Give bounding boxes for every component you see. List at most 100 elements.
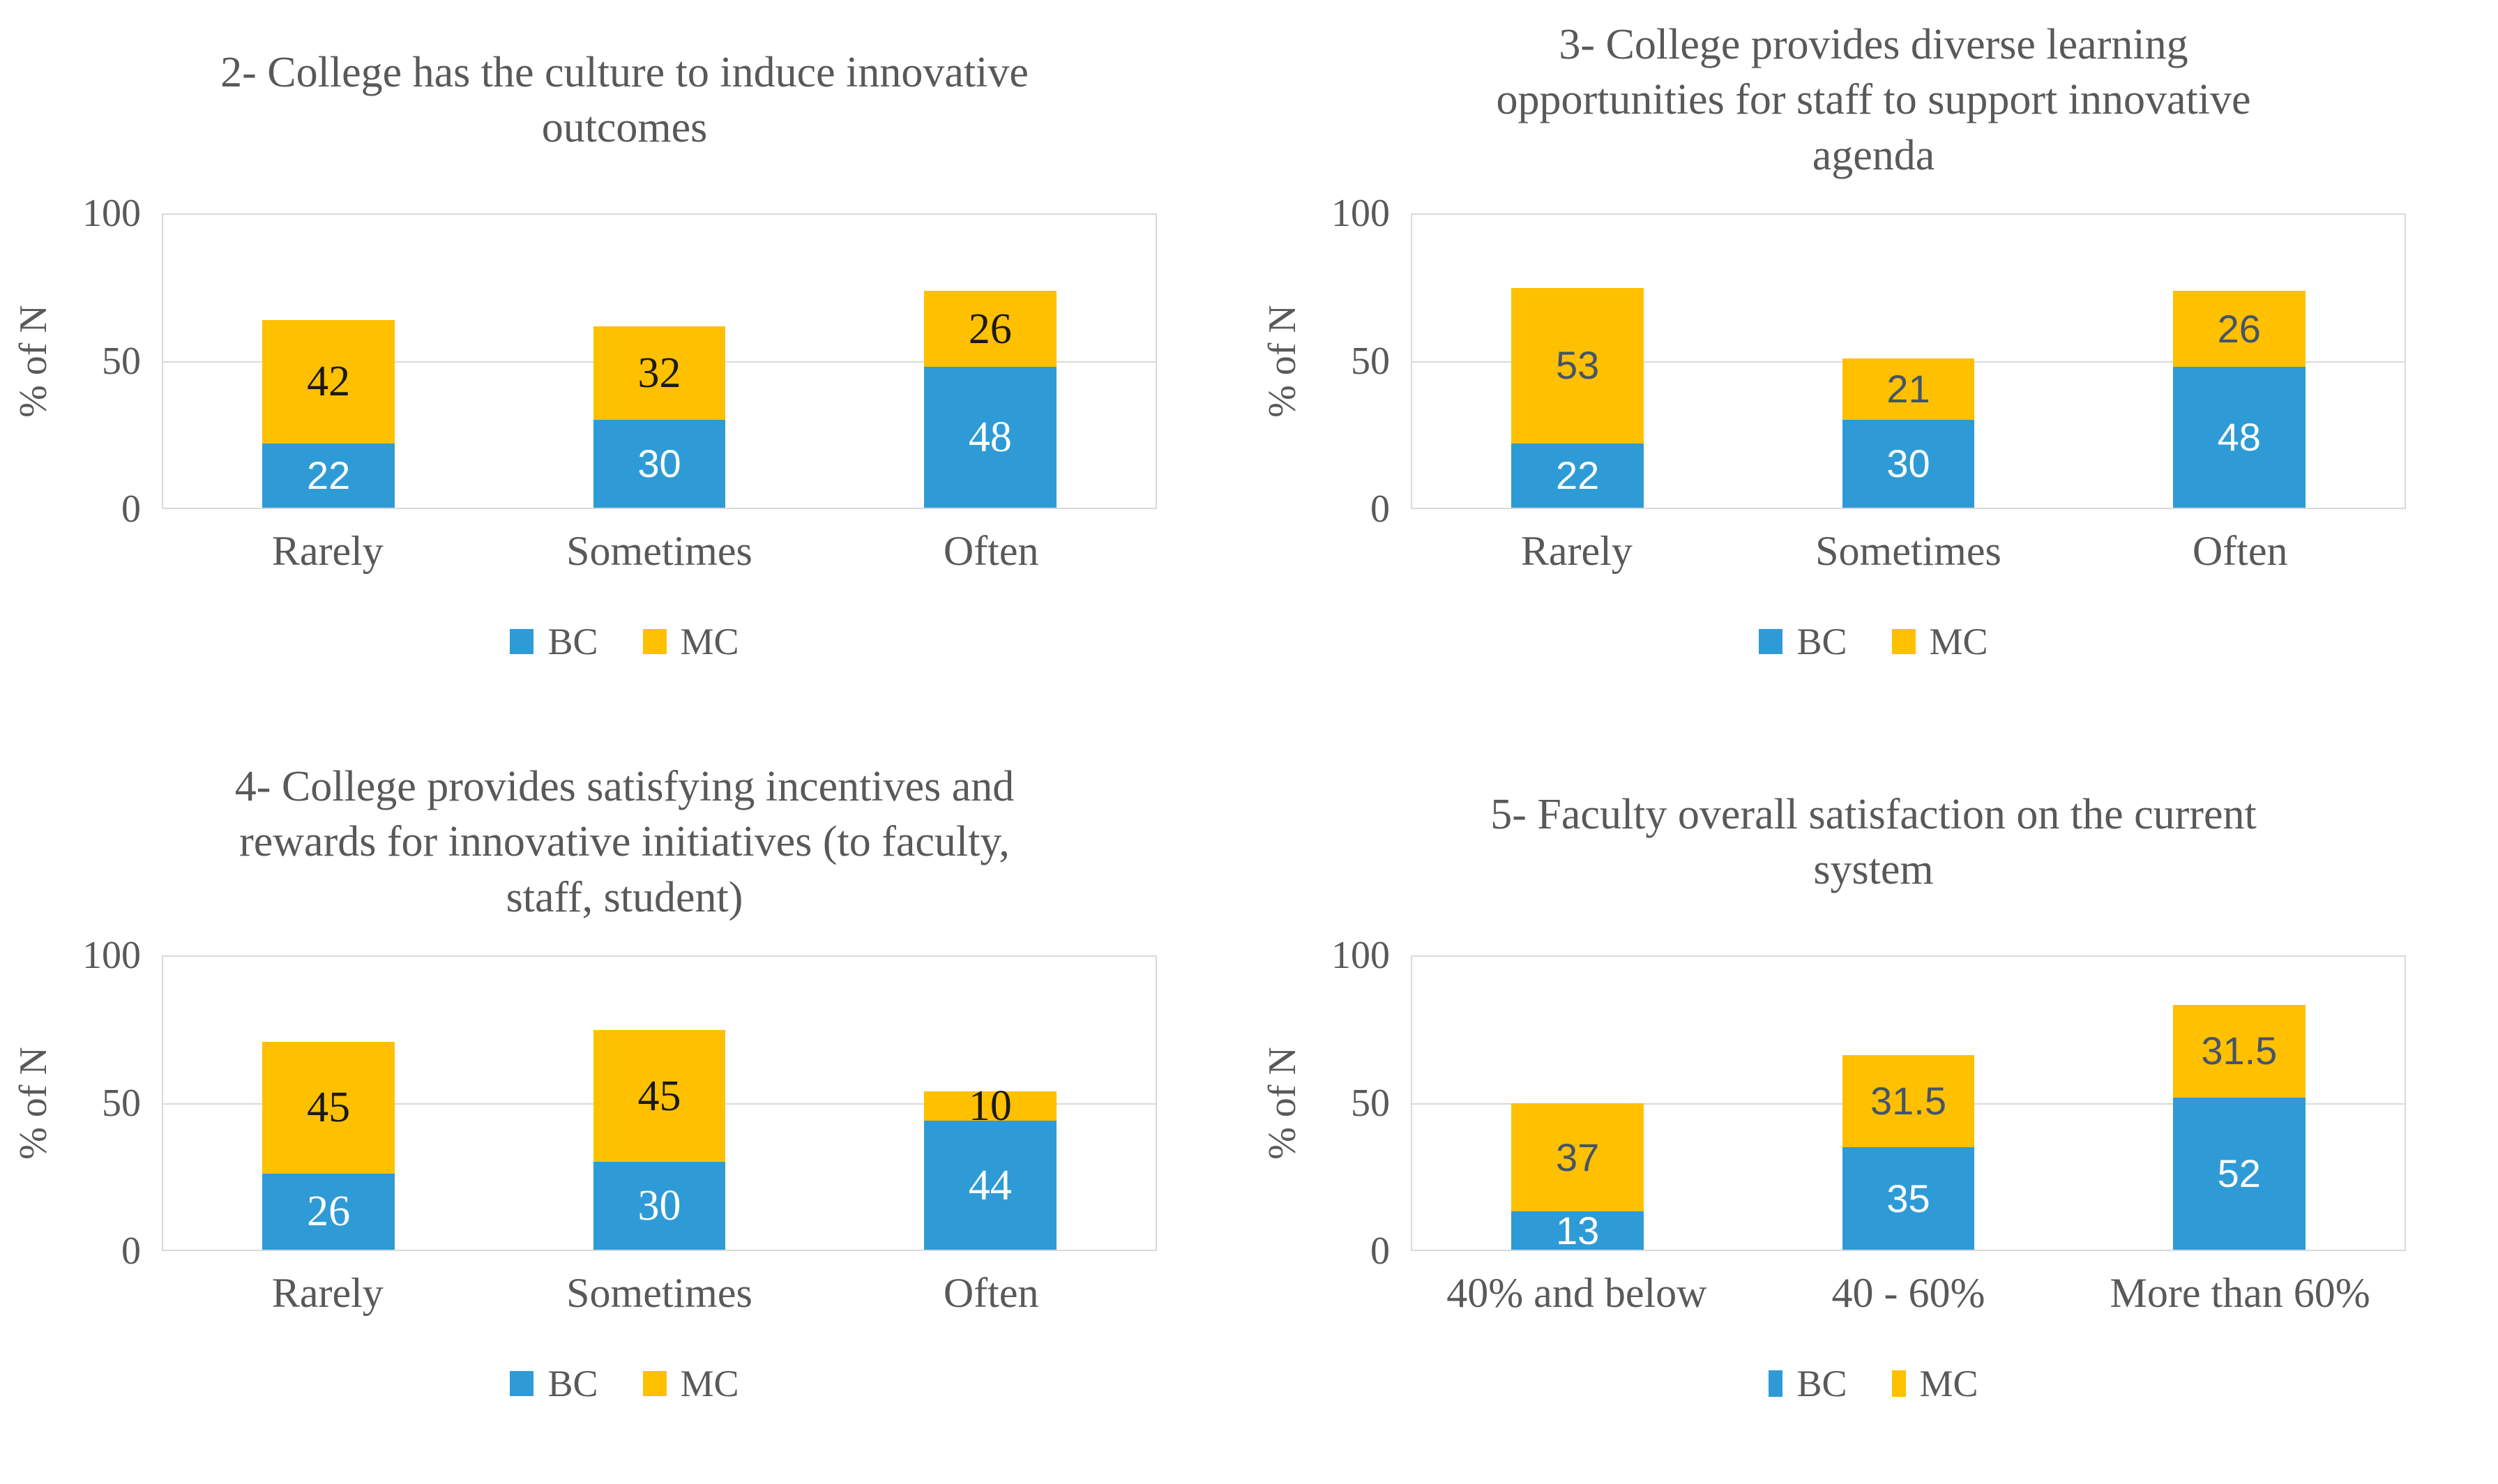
chart-body: % of N 100 50 0 22 53 xyxy=(1249,194,2498,529)
chart-panel-4: 4- College provides satisfying incentive… xyxy=(0,742,1249,1484)
category-label: 40% and below xyxy=(1446,1270,1707,1316)
bar-segment-bc: 52 xyxy=(2172,1097,2306,1250)
bar-segment-mc: 10 xyxy=(923,1084,1057,1128)
y-tick-label: 0 xyxy=(121,487,141,531)
legend-swatch-bc xyxy=(1769,1370,1783,1397)
legend-item-bc: BC xyxy=(1769,1362,1847,1405)
segment-value-label: 45 xyxy=(307,1084,351,1132)
chart-panel-5: 5- Faculty overall satisfaction on the c… xyxy=(1249,742,2498,1484)
bar-segment-bc: 30 xyxy=(593,1162,726,1250)
legend-label-mc: MC xyxy=(680,1363,739,1404)
legend-swatch-mc xyxy=(642,629,667,654)
bar-segment-bc: 22 xyxy=(1511,443,1644,508)
segment-value-label: 30 xyxy=(637,441,681,485)
legend-swatch-mc xyxy=(642,1371,667,1396)
legend-item-mc: MC xyxy=(1891,1362,1978,1405)
segment-value-label: 45 xyxy=(637,1072,681,1120)
y-axis-ticks: 100 50 0 xyxy=(67,194,162,529)
chart-title: 3- College provides diverse learning opp… xyxy=(1496,20,2251,179)
category-label: Often xyxy=(943,528,1039,574)
segment-value-label: 48 xyxy=(968,414,1012,462)
chart-panel-3: 3- College provides diverse learning opp… xyxy=(1249,0,2498,742)
bar-segment-mc: 42 xyxy=(262,320,395,444)
segment-value-label: 10 xyxy=(968,1082,1012,1130)
segment-value-label: 26 xyxy=(307,1188,351,1236)
bar-group-often: 48 26 xyxy=(923,215,1057,508)
y-axis-label-col: % of N xyxy=(1249,213,1316,509)
segment-value-label: 32 xyxy=(637,349,681,397)
bar-group-more-60: 52 31.5 xyxy=(2172,957,2306,1250)
category-label: More than 60% xyxy=(2110,1270,2370,1316)
category-band: 35 31.5 xyxy=(1743,957,2073,1250)
plot-area: 22 42 30 32 xyxy=(162,213,1157,509)
legend-label-mc: MC xyxy=(1929,621,1988,662)
bar-segment-mc: 45 xyxy=(593,1030,726,1162)
chart-title: 4- College provides satisfying incentive… xyxy=(234,762,1015,921)
chart-panel-2: 2- College has the culture to induce inn… xyxy=(0,0,1249,742)
category-band: 30 32 xyxy=(494,215,824,508)
legend-label-bc: BC xyxy=(547,1363,598,1404)
legend-label-mc: MC xyxy=(680,621,739,662)
y-axis-ticks: 100 50 0 xyxy=(67,936,162,1271)
bar-segment-bc: 26 xyxy=(262,1173,395,1250)
legend-label-bc: BC xyxy=(547,621,598,662)
legend-item-bc: BC xyxy=(510,620,598,663)
y-tick-label: 50 xyxy=(1351,1082,1390,1125)
category-band: 52 31.5 xyxy=(2074,957,2405,1250)
y-axis-label: % of N xyxy=(1261,305,1304,418)
category-label: Rarely xyxy=(271,1270,384,1316)
chart-body: % of N 100 50 0 26 45 xyxy=(0,936,1249,1271)
category-label: Often xyxy=(2192,528,2288,574)
plot-area: 26 45 30 45 xyxy=(162,955,1157,1251)
segment-value-label: 44 xyxy=(968,1161,1012,1209)
legend-item-bc: BC xyxy=(510,1362,598,1405)
category-label: Often xyxy=(943,1270,1039,1316)
category-band: 30 45 xyxy=(494,957,824,1250)
segment-value-label: 52 xyxy=(2217,1151,2261,1195)
legend-swatch-mc xyxy=(1891,629,1916,654)
chart-title-zone: 4- College provides satisfying incentive… xyxy=(0,755,1249,930)
category-band: 22 53 xyxy=(1412,215,1743,508)
chart-body: % of N 100 50 0 13 37 xyxy=(1249,936,2498,1271)
bar-group-rarely: 26 45 xyxy=(262,957,395,1250)
segment-value-label: 30 xyxy=(1886,441,1930,485)
y-axis-ticks: 100 50 0 xyxy=(1316,936,1411,1271)
bar-segment-bc: 30 xyxy=(1842,420,1975,508)
segment-value-label: 31.5 xyxy=(2201,1029,2278,1073)
segment-value-label: 30 xyxy=(637,1182,681,1229)
bar-segment-mc: 53 xyxy=(1511,288,1644,444)
bar-segment-bc: 35 xyxy=(1842,1147,1975,1250)
bar-segment-mc: 26 xyxy=(923,291,1057,368)
bar-group-sometimes: 30 21 xyxy=(1842,215,1975,508)
category-band: 48 26 xyxy=(825,215,1156,508)
y-axis-label: % of N xyxy=(1261,1047,1304,1160)
bar-segment-mc: 26 xyxy=(2172,291,2306,368)
category-axis: 40% and below 40 - 60% More than 60% xyxy=(1411,1269,2406,1317)
segment-value-label: 13 xyxy=(1556,1208,1600,1252)
legend-label-bc: BC xyxy=(1796,1363,1847,1404)
plot-area: 13 37 35 31.5 xyxy=(1411,955,2406,1251)
legend-label-bc: BC xyxy=(1796,621,1847,662)
category-axis: Rarely Sometimes Often xyxy=(162,527,1157,575)
y-axis-ticks: 100 50 0 xyxy=(1316,194,1411,529)
legend-swatch-mc xyxy=(1891,1370,1906,1397)
y-axis-label: % of N xyxy=(12,305,55,418)
legend-item-mc: MC xyxy=(642,620,739,663)
segment-value-label: 48 xyxy=(2217,415,2261,460)
segment-value-label: 37 xyxy=(1556,1135,1600,1179)
bars-container: 22 42 30 32 xyxy=(163,215,1156,508)
chart-title-zone: 2- College has the culture to induce inn… xyxy=(0,13,1249,188)
legend-item-bc: BC xyxy=(1759,620,1847,663)
legend-item-mc: MC xyxy=(1891,620,1988,663)
y-axis-label-col: % of N xyxy=(0,213,67,509)
plot-area: 22 53 30 21 xyxy=(1411,213,2406,509)
segment-value-label: 31.5 xyxy=(1870,1078,1946,1123)
category-axis: Rarely Sometimes Often xyxy=(1411,527,2406,575)
legend-swatch-bc xyxy=(510,629,534,654)
category-label: Sometimes xyxy=(1815,528,2001,574)
y-tick-label: 0 xyxy=(1370,1229,1390,1273)
category-label: Sometimes xyxy=(566,528,752,574)
y-tick-label: 50 xyxy=(1351,340,1390,383)
y-axis-label: % of N xyxy=(12,1047,55,1160)
bar-segment-bc: 44 xyxy=(923,1121,1057,1250)
